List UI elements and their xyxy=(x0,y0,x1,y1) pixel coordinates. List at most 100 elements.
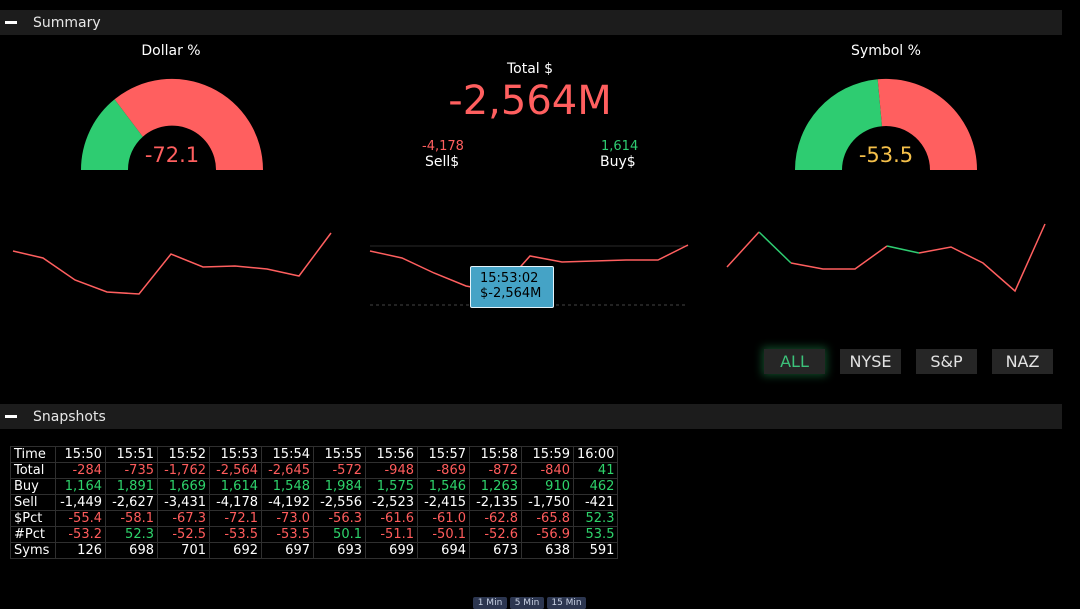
dollar-sparkline xyxy=(12,232,332,295)
dollar-gauge xyxy=(80,78,264,170)
table-cell: 15:58 xyxy=(469,446,522,463)
table-cell: -52.5 xyxy=(157,526,210,543)
table-cell: -61.6 xyxy=(365,510,418,527)
table-cell: -2,415 xyxy=(417,494,470,511)
filter-nyse-button[interactable]: NYSE xyxy=(840,349,901,374)
table-cell: 15:52 xyxy=(157,446,210,463)
table-cell: -61.0 xyxy=(417,510,470,527)
row-label: #Pct xyxy=(10,526,56,543)
table-row: $Pct -55.4 -58.1 -67.3 -72.1 -73.0 -56.3 -61.6-… xyxy=(10,510,619,527)
table-cell: -1,449 xyxy=(55,494,106,511)
table-cell: -869 xyxy=(417,462,470,479)
table-row: Buy 1,164 1,891 1,669 1,614 1,548 1,984 1,575 1,… xyxy=(10,478,619,495)
table-cell: 1,548 xyxy=(261,478,314,495)
summary-title: Summary xyxy=(33,14,101,31)
total-sparkline[interactable] xyxy=(360,230,700,310)
collapse-icon[interactable] xyxy=(5,21,17,24)
dollar-gauge-value: -72.1 xyxy=(144,143,200,167)
sell-label: Sell$ xyxy=(425,154,460,170)
tooltip-time: 15:53:02 xyxy=(480,271,539,286)
table-cell: 910 xyxy=(521,478,574,495)
row-label: Syms xyxy=(10,542,56,559)
table-cell: -52.6 xyxy=(469,526,522,543)
table-cell: 15:56 xyxy=(365,446,418,463)
buy-label: Buy$ xyxy=(600,154,636,170)
table-cell: 15:53 xyxy=(209,446,262,463)
sell-value: -4,178 xyxy=(422,139,464,154)
table-cell: 1,546 xyxy=(417,478,470,495)
table-cell: 693 xyxy=(313,542,366,559)
table-cell: 1,263 xyxy=(469,478,522,495)
filter-all-button[interactable]: ALL xyxy=(764,349,825,374)
table-cell: -3,431 xyxy=(157,494,210,511)
snapshots-header[interactable]: Snapshots xyxy=(0,404,1062,429)
snapshots-title: Snapshots xyxy=(33,408,106,425)
table-cell: -872 xyxy=(469,462,522,479)
tooltip-value: $-2,564M xyxy=(480,286,542,301)
symbol-gauge xyxy=(794,78,978,170)
table-cell: -1,762 xyxy=(157,462,210,479)
table-cell: -2,135 xyxy=(469,494,522,511)
table-cell: -73.0 xyxy=(261,510,314,527)
filter-sp-button[interactable]: S&P xyxy=(916,349,977,374)
row-label: Buy xyxy=(10,478,56,495)
table-cell: 698 xyxy=(105,542,158,559)
table-cell: -421 xyxy=(572,494,619,511)
dollar-gauge-title: Dollar % xyxy=(141,43,201,59)
table-cell: -56.3 xyxy=(313,510,366,527)
summary-header[interactable]: Summary xyxy=(0,10,1062,35)
interval-5min-button[interactable]: 5 Min xyxy=(510,597,544,609)
table-cell: -56.9 xyxy=(521,526,574,543)
table-row: Sell -1,449 -2,627 -3,431 -4,178 -4,192 -2,556… xyxy=(10,494,619,511)
table-cell: -948 xyxy=(365,462,418,479)
table-cell: 1,164 xyxy=(55,478,106,495)
table-cell: 699 xyxy=(365,542,418,559)
table-cell: 15:55 xyxy=(313,446,366,463)
table-cell: -572 xyxy=(313,462,366,479)
table-cell: 701 xyxy=(157,542,210,559)
table-cell: 126 xyxy=(55,542,106,559)
table-row: Total -284 -735 -1,762 -2,564 -2,645 -572 -948-… xyxy=(10,462,619,479)
symbol-gauge-title: Symbol % xyxy=(851,43,921,59)
table-cell: -72.1 xyxy=(209,510,262,527)
table-cell: 692 xyxy=(209,542,262,559)
table-cell: 1,669 xyxy=(157,478,210,495)
table-cell: -4,192 xyxy=(261,494,314,511)
table-cell: 1,984 xyxy=(313,478,366,495)
table-cell: 15:50 xyxy=(55,446,106,463)
collapse-icon[interactable] xyxy=(5,415,17,418)
table-row: #Pct -53.2 52.3 -52.5 -53.5 -53.5 50.1 -51.1 -50… xyxy=(10,526,619,543)
table-cell: -53.2 xyxy=(55,526,106,543)
table-cell: 15:51 xyxy=(105,446,158,463)
table-row: Time 15:50 15:51 15:52 15:53 15:54 15:55 15:56 1… xyxy=(10,446,619,463)
table-cell: -840 xyxy=(521,462,574,479)
interval-1min-button[interactable]: 1 Min xyxy=(473,597,507,609)
filter-naz-button[interactable]: NAZ xyxy=(992,349,1053,374)
table-cell: -4,178 xyxy=(209,494,262,511)
row-label: Total xyxy=(10,462,56,479)
table-cell: 52.3 xyxy=(572,510,619,527)
table-cell: -735 xyxy=(105,462,158,479)
table-cell: -62.8 xyxy=(469,510,522,527)
table-cell: 1,575 xyxy=(365,478,418,495)
table-cell: 50.1 xyxy=(313,526,366,543)
buy-value: 1,614 xyxy=(601,139,639,154)
table-cell: 1,614 xyxy=(209,478,262,495)
table-cell: 673 xyxy=(469,542,522,559)
row-label: Sell xyxy=(10,494,56,511)
snapshots-table: Time 15:50 15:51 15:52 15:53 15:54 15:55 15:56 1… xyxy=(10,446,619,559)
table-cell: 15:57 xyxy=(417,446,470,463)
total-label: Total $ xyxy=(506,61,554,77)
table-cell: 462 xyxy=(572,478,619,495)
table-cell: -2,645 xyxy=(261,462,314,479)
table-row: Syms 126 698 701 692 697 693 699 694 673 638 591 xyxy=(10,542,619,559)
total-value: -2,564M xyxy=(448,78,612,124)
table-cell: -284 xyxy=(55,462,106,479)
table-cell: 1,891 xyxy=(105,478,158,495)
table-cell: 697 xyxy=(261,542,314,559)
interval-15min-button[interactable]: 15 Min xyxy=(547,597,586,609)
table-cell: -2,627 xyxy=(105,494,158,511)
table-cell: -65.8 xyxy=(521,510,574,527)
table-cell: -55.4 xyxy=(55,510,106,527)
table-cell: -53.5 xyxy=(209,526,262,543)
